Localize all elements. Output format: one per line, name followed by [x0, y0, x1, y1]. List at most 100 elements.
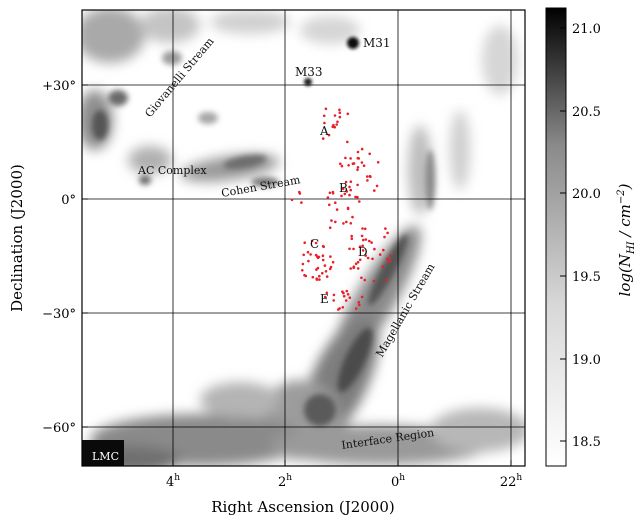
observation-point [352, 247, 355, 251]
observation-point [366, 256, 370, 260]
observation-point [356, 260, 360, 264]
observation-point [364, 238, 368, 241]
observation-point [332, 293, 336, 297]
observation-point [300, 201, 303, 204]
observation-point [321, 271, 324, 275]
observation-point [318, 274, 321, 278]
observation-point [346, 140, 349, 144]
hi-emission-map [82, 10, 525, 466]
observation-point [360, 295, 364, 299]
observation-point [329, 255, 332, 258]
observation-point [375, 184, 379, 188]
observation-point [328, 203, 331, 207]
observation-point [336, 120, 339, 124]
observation-point [350, 237, 354, 241]
observation-point [301, 269, 304, 272]
observation-points [290, 107, 392, 311]
observation-point [366, 179, 369, 182]
observation-point [325, 275, 329, 278]
observation-point [316, 266, 320, 270]
colorbar-tick-label: 18.5 [572, 435, 601, 450]
observation-point [382, 248, 385, 252]
observation-point [335, 208, 339, 211]
observation-point [302, 253, 306, 257]
observation-point [361, 244, 365, 248]
observation-point [368, 174, 372, 178]
observation-point [346, 293, 350, 296]
observation-point [337, 308, 340, 311]
observation-point [354, 262, 358, 266]
observation-point [314, 241, 318, 245]
observation-point [349, 222, 353, 225]
colorbar: 21.0 20.5 20.0 19.5 19.0 18.5 log(NHI / … [545, 7, 637, 467]
observation-point [345, 190, 349, 193]
observation-point [360, 276, 363, 280]
observation-point [368, 152, 372, 156]
observation-point [378, 253, 382, 256]
observation-point [290, 198, 294, 202]
dec-tick-label: +30° [42, 79, 76, 94]
observation-point [315, 278, 319, 281]
observation-point [351, 215, 354, 219]
observation-point [358, 200, 361, 203]
observation-point [327, 133, 331, 137]
observation-point [345, 289, 349, 293]
ra-tick-label: 22h [500, 473, 523, 490]
colorbar-gradient [545, 7, 567, 467]
colorbar-tick-label: 20.0 [572, 187, 601, 202]
observation-point [311, 275, 315, 279]
plot-frame [81, 9, 526, 467]
observation-point [346, 112, 350, 116]
observation-point [349, 180, 353, 183]
observation-point [301, 262, 305, 266]
observation-point [340, 194, 343, 198]
observation-point [333, 114, 337, 117]
ra-tick-label: 4h [166, 473, 180, 490]
observation-point [322, 114, 326, 118]
observation-point [363, 227, 367, 231]
observation-point [307, 259, 310, 263]
observation-point [358, 258, 362, 262]
observation-point [356, 150, 360, 154]
observation-point [341, 187, 345, 191]
observation-point [348, 185, 351, 189]
observation-point [386, 257, 389, 261]
observation-point [360, 147, 364, 151]
observation-point [347, 164, 350, 167]
observation-point [348, 193, 351, 197]
observation-point [323, 121, 326, 125]
observation-point [334, 201, 337, 204]
label-region-c: C [310, 237, 319, 251]
observation-point [349, 188, 353, 192]
colorbar-tick-label: 20.5 [572, 105, 601, 120]
observation-point [385, 278, 389, 282]
observation-point [328, 191, 332, 195]
observation-point [356, 168, 359, 172]
observation-point [345, 220, 348, 224]
observation-point [371, 257, 374, 261]
observation-point [363, 278, 367, 282]
observation-point [324, 270, 328, 273]
observation-point [352, 265, 356, 269]
observation-point [383, 235, 386, 239]
dec-tick-label: −30° [42, 307, 76, 322]
observation-point [331, 190, 335, 194]
observation-point [331, 125, 335, 129]
observation-point [361, 227, 364, 230]
observation-point [351, 162, 355, 165]
observation-point [344, 156, 347, 160]
observation-point [372, 279, 376, 283]
observation-point [373, 247, 376, 251]
observation-point [354, 307, 358, 310]
label-lmc: LMC [92, 450, 119, 463]
observation-point [357, 157, 361, 160]
observation-point [349, 267, 353, 270]
ra-axis: 4h 2h 0h 22h [166, 460, 522, 490]
label-region-b: B [339, 181, 348, 195]
label-region-e: E [320, 292, 329, 306]
observation-point [324, 107, 328, 111]
observation-point [343, 192, 347, 196]
label-region-a: A [319, 124, 329, 138]
label-region-d: D [358, 245, 368, 259]
